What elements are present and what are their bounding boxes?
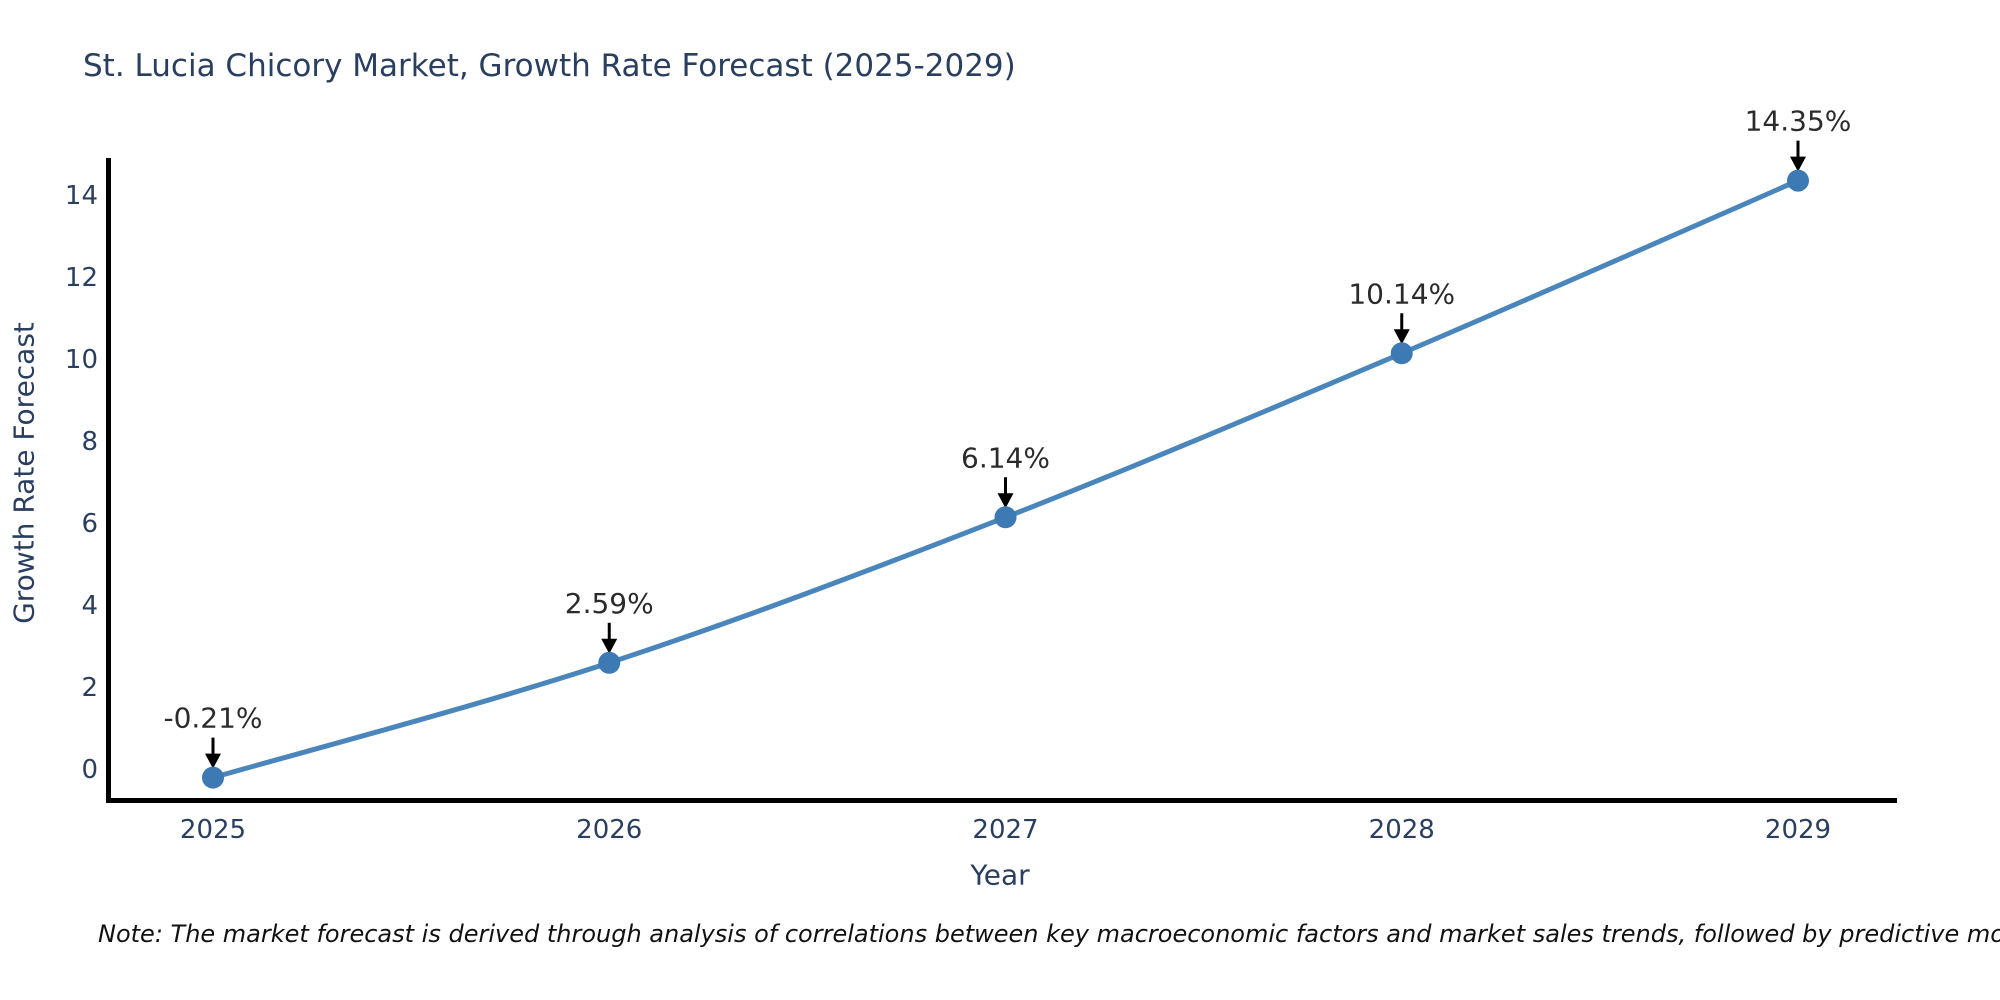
y-tick-label: 6	[81, 509, 98, 539]
x-axis-title: Year	[970, 858, 1030, 892]
data-point	[1390, 342, 1413, 365]
data-point-label: 14.35%	[1745, 105, 1852, 138]
data-point-label: 2.59%	[565, 587, 654, 620]
y-tick-label: 0	[81, 755, 98, 785]
x-tick-label: 2026	[576, 815, 642, 845]
x-tick-label: 2025	[180, 815, 246, 845]
data-point	[202, 766, 224, 789]
y-tick-label: 14	[65, 181, 98, 211]
annotation-arrowhead	[601, 638, 618, 654]
annotation-arrowhead	[205, 753, 221, 769]
x-tick-label: 2029	[1765, 815, 1831, 845]
x-tick-label: 2027	[972, 815, 1038, 845]
data-point	[1787, 169, 1809, 192]
y-tick-label: 4	[81, 591, 98, 621]
chart-title: St. Lucia Chicory Market, Growth Rate Fo…	[83, 48, 1016, 84]
y-tick-label: 12	[65, 263, 98, 293]
y-tick-label: 10	[65, 345, 98, 375]
data-point-label: -0.21%	[163, 702, 262, 735]
annotation-arrowhead	[997, 493, 1014, 509]
y-tick-label: 2	[81, 673, 98, 703]
data-point-label: 10.14%	[1348, 277, 1455, 310]
footnote: Note: The market forecast is derived thr…	[98, 920, 2000, 948]
annotation-arrowhead	[1393, 329, 1410, 345]
data-point-label: 6.14%	[961, 441, 1050, 474]
data-point	[598, 651, 621, 674]
annotation-arrowhead	[1790, 156, 1806, 172]
x-tick-label: 2028	[1369, 815, 1435, 845]
data-point	[994, 506, 1017, 529]
y-tick-label: 8	[81, 427, 98, 457]
